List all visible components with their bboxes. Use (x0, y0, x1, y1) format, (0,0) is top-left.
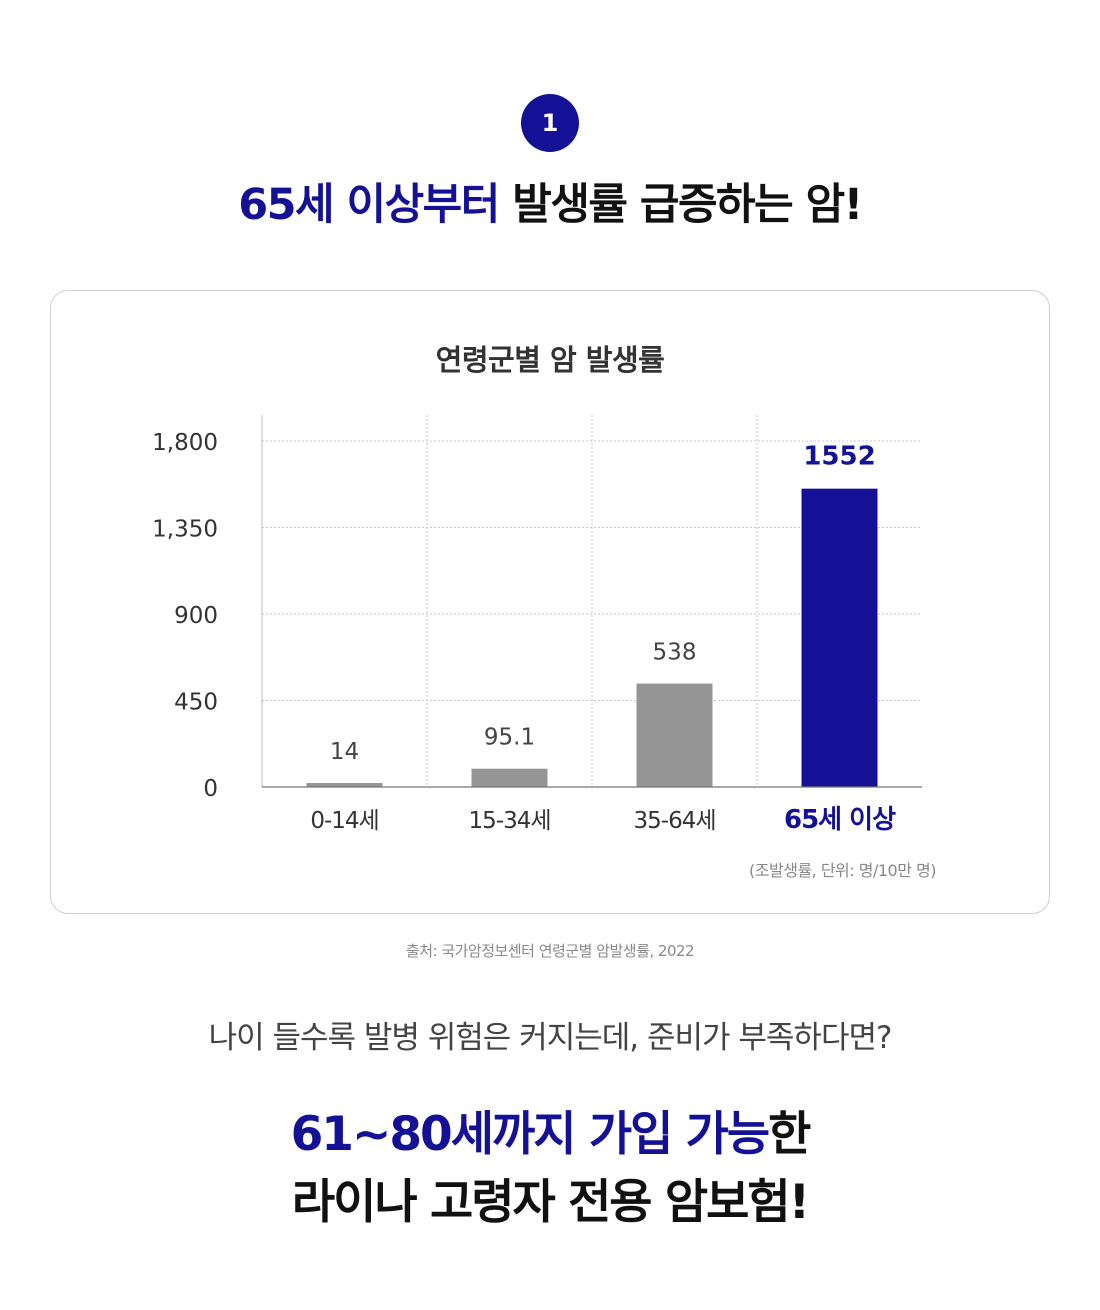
y-tick-label: 1,800 (152, 430, 218, 456)
bar-3 (636, 683, 713, 787)
bar-1 (306, 783, 383, 787)
bar-2 (471, 768, 548, 787)
y-tick-label: 900 (174, 603, 218, 629)
step-number-badge: 1 (521, 94, 579, 152)
bar-value-label: 538 (653, 640, 697, 666)
chart-title: 연령군별 암 발생률 (435, 343, 665, 377)
y-tick-label: 0 (203, 776, 218, 802)
y-tick-label: 450 (174, 690, 218, 716)
bar-value-label: 14 (330, 739, 359, 765)
cta-line-1: 61~80세까지 가입 가능한 (0, 1095, 1100, 1164)
headline: 65세 이상부터 발생률 급증하는 암! (0, 170, 1100, 232)
cta-accent: 61~80세까지 가입 가능 (290, 1107, 771, 1162)
bar-value-label: 1552 (803, 442, 875, 472)
x-tick-label: 0-14세 (310, 808, 378, 834)
cta-line-2: 라이나 고령자 전용 암보험! (291, 1175, 810, 1230)
bar-chart: 0 450 900 1,350 1,800 14 0-14세 95.1 15-34세 538 35-… (152, 415, 922, 835)
unit-note: (조발생률, 단위: 명/10만 명) (749, 861, 936, 880)
cta-rest: 한 (768, 1107, 811, 1162)
bar-value-label: 95.1 (484, 725, 535, 751)
x-tick-label: 15-34세 (469, 808, 551, 834)
y-tick-label: 1,350 (152, 517, 218, 543)
source-note: 출처: 국가암정보센터 연령군별 암발생률, 2022 (405, 942, 695, 960)
question-text: 나이 들수록 발병 위험은 커지는데, 준비가 부족하다면? (208, 1020, 893, 1056)
headline-accent: 65세 이상부터 (238, 180, 500, 230)
x-tick-label: 65세 이상 (784, 805, 896, 835)
chart-card (50, 290, 1050, 914)
x-tick-label: 35-64세 (634, 808, 716, 834)
bar-4 (801, 488, 878, 787)
headline-rest: 발생률 급증하는 암! (498, 180, 863, 230)
